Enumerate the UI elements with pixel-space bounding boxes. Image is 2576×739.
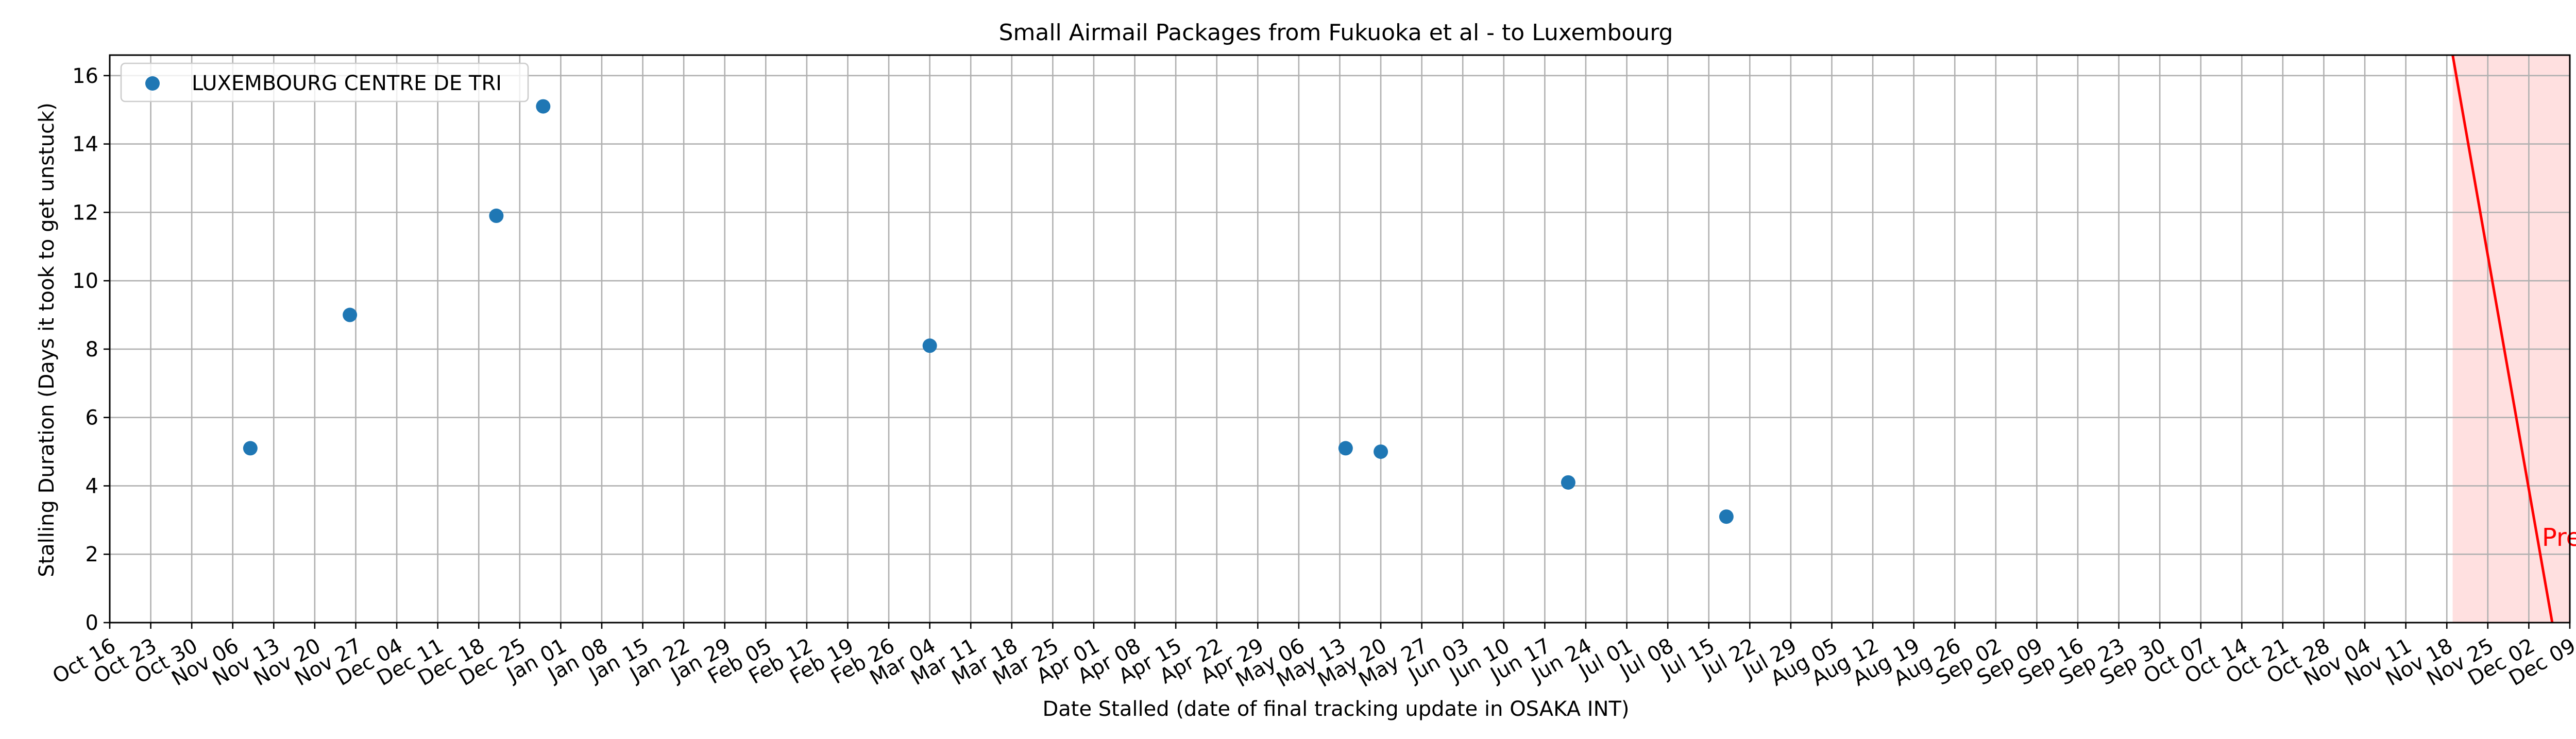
legend: LUXEMBOURG CENTRE DE TRI: [120, 62, 529, 102]
present-shade: [2452, 55, 2570, 623]
data-point: [922, 338, 937, 353]
data-point: [1719, 509, 1734, 524]
data-point: [343, 307, 358, 322]
legend-label: LUXEMBOURG CENTRE DE TRI: [192, 72, 502, 95]
y-tick-label: 0: [86, 611, 98, 635]
y-tick-label: 2: [86, 543, 98, 566]
y-tick-label: 16: [72, 64, 98, 88]
data-point: [489, 209, 504, 224]
data-point: [243, 441, 258, 456]
data-point: [1374, 444, 1388, 459]
y-tick-label: 4: [86, 474, 98, 498]
y-axis-label: Stalling Duration (Days it took to get u…: [35, 102, 59, 577]
y-tick-label: 10: [72, 269, 98, 293]
data-point: [536, 99, 551, 114]
present-label: Present: [2542, 523, 2576, 552]
y-tick-label: 14: [72, 133, 98, 157]
y-tick-label: 12: [72, 201, 98, 225]
legend-box: [120, 62, 529, 102]
data-point: [1561, 475, 1575, 490]
x-axis-label: Date Stalled (date of final tracking upd…: [1042, 697, 1629, 721]
legend-marker: [145, 76, 160, 91]
chart-title: Small Airmail Packages from Fukuoka et a…: [999, 20, 1673, 46]
data-point: [1338, 441, 1353, 456]
present-line: [2451, 55, 2554, 623]
y-tick-label: 8: [86, 338, 98, 362]
y-tick-label: 6: [86, 406, 98, 430]
